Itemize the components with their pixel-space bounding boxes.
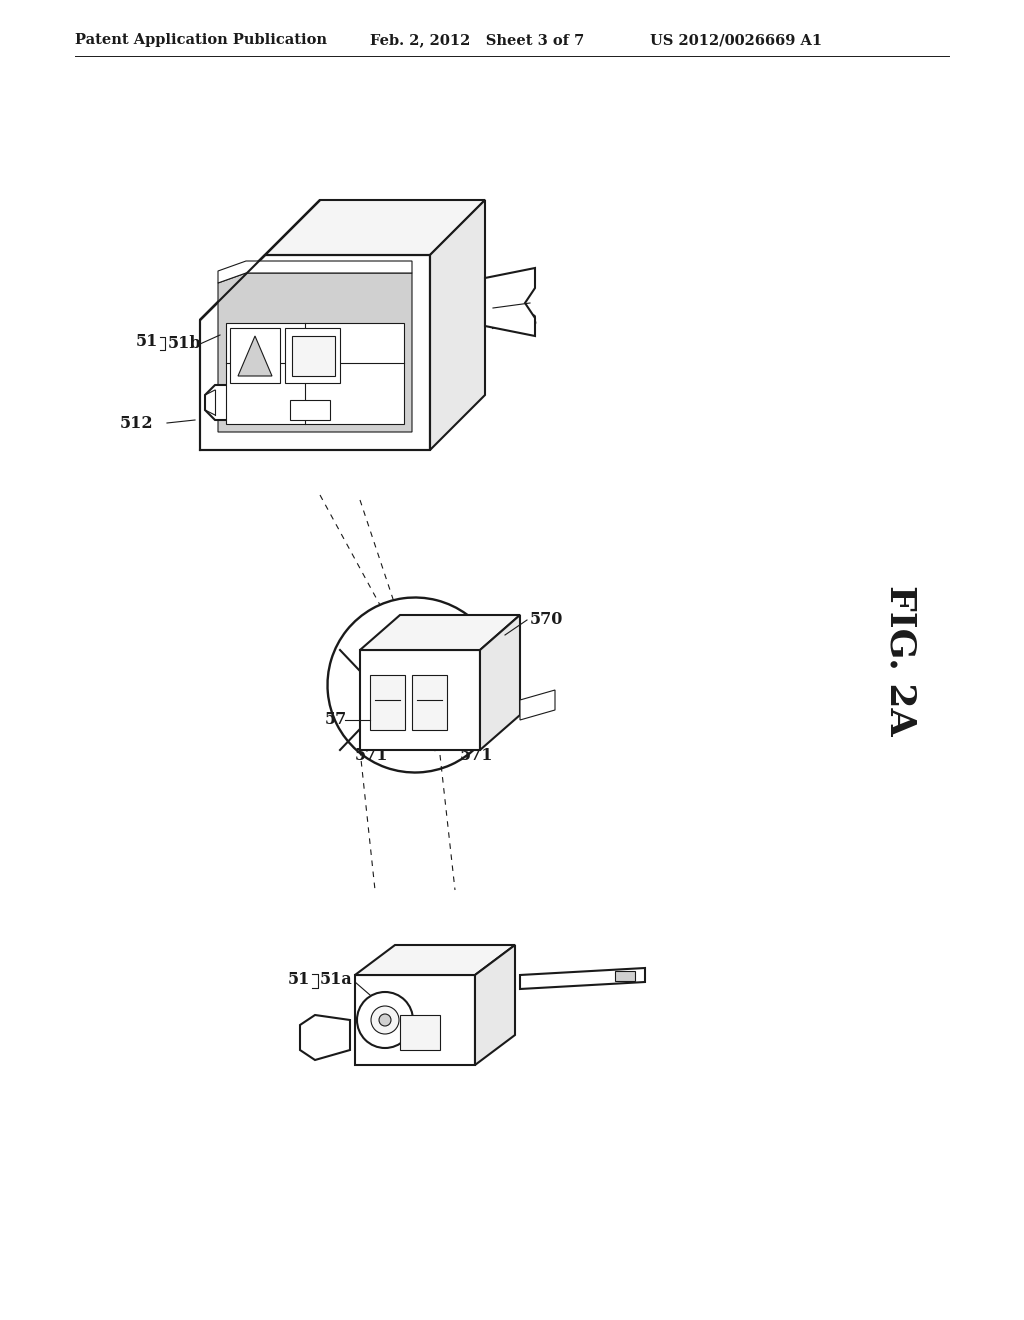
Polygon shape xyxy=(285,327,340,383)
Polygon shape xyxy=(520,968,645,989)
Polygon shape xyxy=(520,690,555,719)
Polygon shape xyxy=(615,972,635,981)
Polygon shape xyxy=(265,201,485,255)
Polygon shape xyxy=(360,615,520,649)
Text: Patent Application Publication: Patent Application Publication xyxy=(75,33,327,48)
Polygon shape xyxy=(430,201,485,450)
Polygon shape xyxy=(238,337,272,376)
Polygon shape xyxy=(355,945,515,975)
Polygon shape xyxy=(226,323,404,424)
Polygon shape xyxy=(218,273,412,432)
Text: FIG. 2A: FIG. 2A xyxy=(883,585,918,735)
Text: 513: 513 xyxy=(505,314,539,330)
Polygon shape xyxy=(400,1015,440,1049)
Polygon shape xyxy=(200,201,319,319)
Polygon shape xyxy=(355,975,475,1065)
Polygon shape xyxy=(230,327,280,383)
Polygon shape xyxy=(475,945,515,1065)
Polygon shape xyxy=(290,400,330,420)
Polygon shape xyxy=(200,255,430,450)
Polygon shape xyxy=(412,675,447,730)
Circle shape xyxy=(379,1014,391,1026)
Text: 570: 570 xyxy=(530,611,563,628)
Polygon shape xyxy=(218,261,412,282)
Text: 51a: 51a xyxy=(319,972,352,989)
Polygon shape xyxy=(485,268,535,337)
Polygon shape xyxy=(360,649,480,750)
Text: 51b: 51b xyxy=(168,335,202,352)
Circle shape xyxy=(357,993,413,1048)
Text: Feb. 2, 2012   Sheet 3 of 7: Feb. 2, 2012 Sheet 3 of 7 xyxy=(370,33,585,48)
Polygon shape xyxy=(300,1015,350,1060)
Polygon shape xyxy=(370,675,406,730)
Text: 571: 571 xyxy=(460,747,494,763)
Text: 512: 512 xyxy=(120,414,154,432)
Polygon shape xyxy=(205,385,250,420)
Circle shape xyxy=(371,1006,399,1034)
Polygon shape xyxy=(480,615,520,750)
Text: 571: 571 xyxy=(355,747,388,763)
Polygon shape xyxy=(292,337,335,376)
Text: 57: 57 xyxy=(325,711,347,729)
Text: 51: 51 xyxy=(135,334,158,351)
Text: US 2012/0026669 A1: US 2012/0026669 A1 xyxy=(650,33,822,48)
Text: 51: 51 xyxy=(288,972,310,989)
